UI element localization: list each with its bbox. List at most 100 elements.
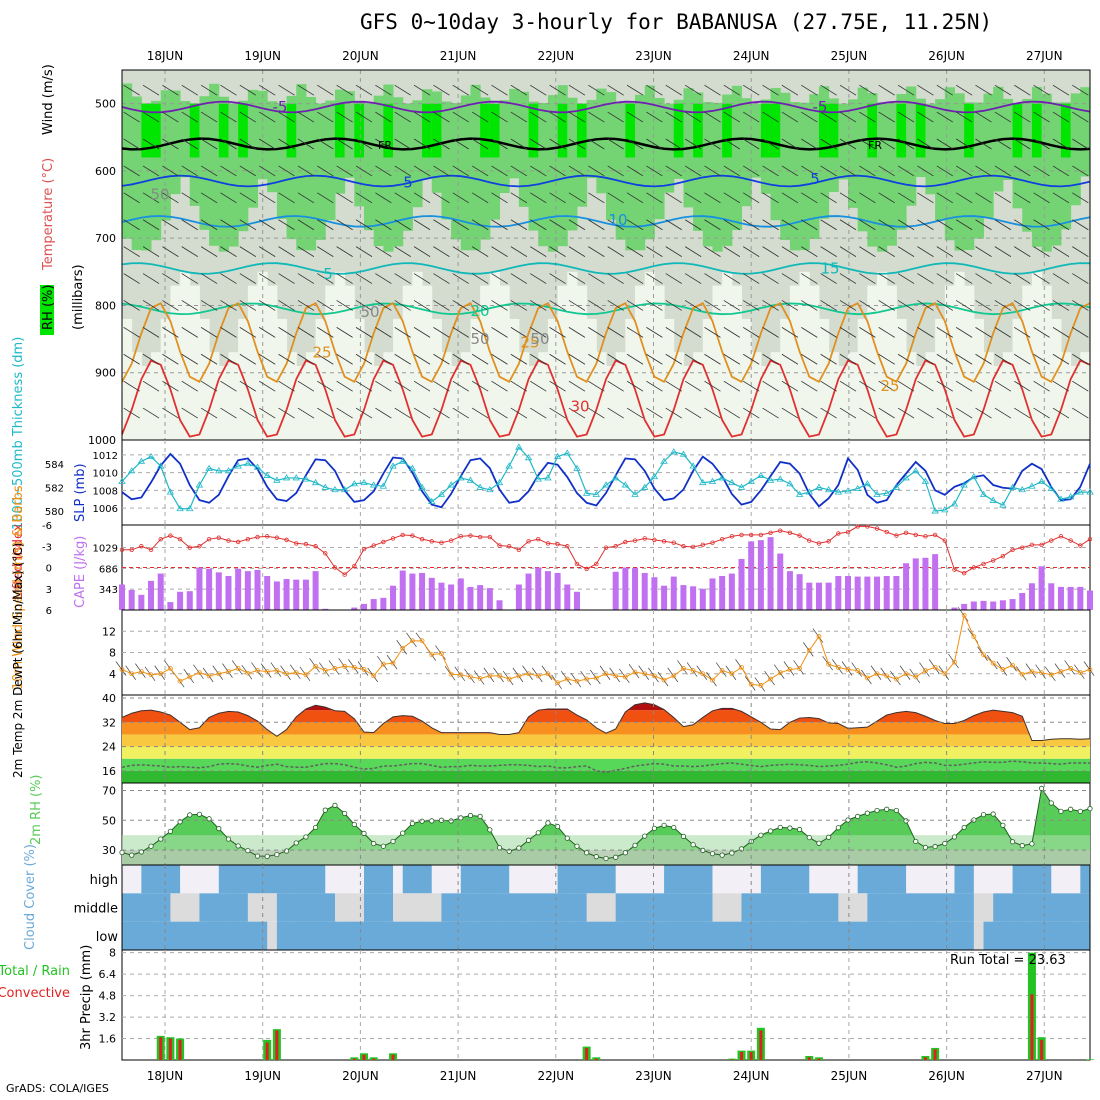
thickness-point xyxy=(921,477,930,484)
rh2m-point xyxy=(342,810,348,817)
rh-moist-layer xyxy=(799,102,810,251)
wind-barb xyxy=(568,380,586,392)
wind-barb xyxy=(781,138,799,150)
wind-barb xyxy=(162,327,179,338)
wind-point xyxy=(206,673,212,679)
thickness-point xyxy=(902,474,910,481)
rh2m-point xyxy=(187,812,193,818)
cloud-cell xyxy=(925,921,936,950)
wind-barb xyxy=(355,407,373,419)
cape-bar xyxy=(622,567,629,610)
wind-barb xyxy=(297,246,315,257)
cape-bar xyxy=(496,600,503,610)
wind-barb xyxy=(386,654,398,670)
rh2m-point xyxy=(932,843,938,850)
wind-point xyxy=(748,681,754,687)
rh2m-point xyxy=(651,825,658,831)
wind-point xyxy=(1000,667,1006,672)
wind-barb xyxy=(452,353,470,365)
thickness-point xyxy=(505,462,513,469)
cape-bar xyxy=(922,557,929,610)
wind-barb xyxy=(1033,327,1050,338)
cloud-cell xyxy=(615,893,626,922)
wind-barb xyxy=(318,662,330,677)
wind-barb xyxy=(162,273,179,284)
rh-moist-layer xyxy=(199,96,210,230)
cloud-cell xyxy=(383,921,394,950)
wind-barb xyxy=(317,192,334,204)
rh-moist-layer xyxy=(218,96,229,252)
wind-barb xyxy=(471,246,489,257)
wind-barb xyxy=(859,138,876,150)
thickness-point xyxy=(708,477,717,484)
wind-barb xyxy=(665,273,682,284)
wind-barb xyxy=(975,84,992,96)
wind-barb xyxy=(783,661,795,676)
cloud-cell xyxy=(799,865,810,894)
thickness-point xyxy=(437,490,446,497)
wind-barb xyxy=(607,219,624,231)
wind-barb xyxy=(568,111,586,123)
wind-barb xyxy=(1074,664,1085,679)
wind-point xyxy=(390,660,396,666)
wind-barb xyxy=(220,84,237,96)
wind-point xyxy=(593,675,599,681)
wind-barb xyxy=(510,111,528,123)
lifted-point xyxy=(623,539,628,545)
precip-convective-bar xyxy=(362,1054,366,1060)
cloud-cell xyxy=(848,865,859,894)
rh-saturated-layer xyxy=(557,103,568,158)
wind-barb xyxy=(1033,246,1050,257)
cloud-cell xyxy=(1031,921,1043,950)
cloud-cell xyxy=(334,921,346,950)
cloud-cell xyxy=(1012,893,1023,922)
lifted-point xyxy=(642,536,647,541)
wind-barb xyxy=(917,192,934,204)
wind-barb xyxy=(258,192,276,204)
lifted-point xyxy=(1020,545,1025,550)
wind-barb xyxy=(607,353,624,365)
rh-dry-layer xyxy=(973,318,985,440)
wind-barb xyxy=(994,84,1012,96)
wind-barb xyxy=(452,84,470,96)
wind-barb xyxy=(955,111,973,123)
thickness-point xyxy=(244,459,252,467)
cloud-cell xyxy=(334,865,346,894)
wind-barb xyxy=(1033,111,1050,123)
wind-barb xyxy=(258,84,276,96)
wind-barb xyxy=(123,327,140,338)
wind-barb xyxy=(433,246,450,257)
cloud-cell xyxy=(228,893,239,922)
wind-point xyxy=(506,676,512,682)
wind-point xyxy=(1019,671,1025,677)
thickness-point xyxy=(650,472,659,480)
wind-barb xyxy=(684,300,702,311)
cape-bar xyxy=(757,540,764,610)
cloud-cell xyxy=(431,865,442,894)
wind-barb xyxy=(665,165,682,177)
lifted-point xyxy=(836,531,841,536)
rh-moist-layer xyxy=(896,93,907,230)
wind-barb xyxy=(723,138,741,150)
cloud-cell xyxy=(954,865,965,894)
precip-convective-bar xyxy=(178,1039,182,1060)
thickness-point xyxy=(408,464,417,471)
wind-barb xyxy=(801,300,818,311)
cape-bar xyxy=(1067,586,1074,610)
isotherm-line xyxy=(121,302,1091,316)
thickness-point xyxy=(253,463,262,470)
wind-barb xyxy=(994,111,1012,123)
wind-barb xyxy=(1072,111,1089,123)
cloud-cell xyxy=(441,893,452,922)
cloud-cell xyxy=(741,865,752,894)
lifted-point xyxy=(807,538,812,543)
cape-bar xyxy=(148,580,155,610)
cloud-cell xyxy=(731,921,743,950)
wind-barb xyxy=(549,111,566,123)
wind-barb xyxy=(452,246,470,257)
rh-moist-layer xyxy=(567,97,578,231)
wind-barb xyxy=(297,353,315,365)
cloud-cell xyxy=(276,921,288,950)
wind-barb xyxy=(289,664,301,679)
wind-barb xyxy=(549,300,566,311)
